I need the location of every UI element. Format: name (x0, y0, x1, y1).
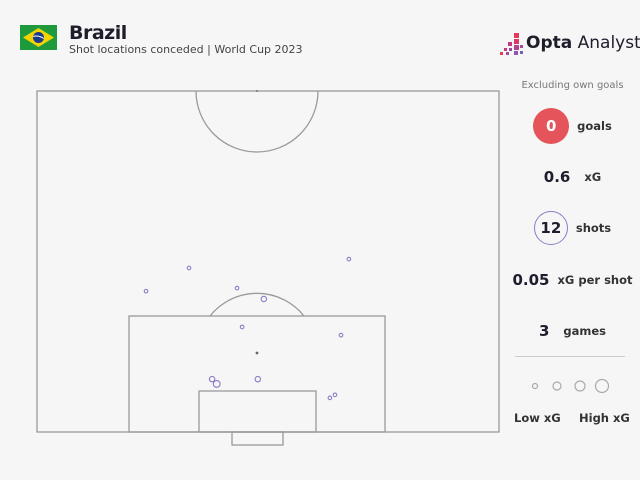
shot-marker (254, 375, 262, 383)
excluding-note: Excluding own goals (521, 80, 624, 91)
stat-games: 3 games (505, 313, 640, 349)
pitch (36, 90, 500, 446)
divider (515, 356, 625, 357)
shot-marker (239, 324, 245, 330)
legend-circle-xs (531, 382, 539, 390)
legend-high-xg: High xG (579, 411, 630, 425)
stat-goals: 0 goals (505, 108, 640, 144)
legend-circle-s (552, 381, 562, 391)
legend-circle-m (574, 380, 586, 392)
shot-marker (186, 265, 192, 271)
shots-label: shots (575, 221, 612, 235)
opta-analyst-logo: Opta Analyst (498, 31, 640, 57)
xg-label: xG (584, 170, 602, 184)
page-title: Brazil (69, 22, 127, 44)
shot-marker (260, 295, 268, 303)
brazil-flag-icon (20, 25, 57, 50)
stat-shots: 12 shots (505, 210, 640, 246)
shot-marker (346, 256, 352, 262)
page-subtitle: Shot locations conceded | World Cup 2023 (69, 43, 303, 56)
shot-marker (327, 395, 333, 401)
shot-marker (338, 332, 344, 338)
xg-per-shot-label: xG per shot (557, 273, 633, 287)
stat-xg: 0.6 xG (505, 159, 640, 195)
legend-low-xg: Low xG (514, 411, 561, 425)
penalty-box (128, 315, 386, 433)
opta-logo-icon (500, 33, 523, 55)
shot-marker (208, 375, 216, 383)
shot-marker (332, 392, 338, 398)
stat-xg-per-shot: 0.05 xG per shot (505, 262, 640, 298)
games-label: games (563, 324, 607, 338)
games-value: 3 (538, 322, 550, 340)
goals-value: 0 (533, 108, 570, 144)
penalty-arc (209, 292, 305, 317)
logo-text-bold: Opta (526, 33, 573, 53)
shot-marker (143, 288, 149, 294)
xg-value: 0.6 (543, 168, 571, 186)
shot-marker (234, 285, 240, 291)
logo-text: Analyst (577, 33, 640, 53)
goal (231, 431, 284, 446)
center-spot (256, 90, 258, 92)
center-circle (195, 90, 319, 153)
six-yard-box (198, 390, 317, 433)
legend-circle-l (594, 378, 610, 394)
xg-size-legend (531, 378, 610, 394)
goals-label: goals (577, 119, 612, 133)
penalty-spot (255, 351, 259, 355)
shot-marker (212, 379, 221, 388)
shots-value: 12 (533, 211, 568, 245)
xg-per-shot-value: 0.05 (512, 271, 550, 289)
pitch-outline (36, 90, 500, 433)
